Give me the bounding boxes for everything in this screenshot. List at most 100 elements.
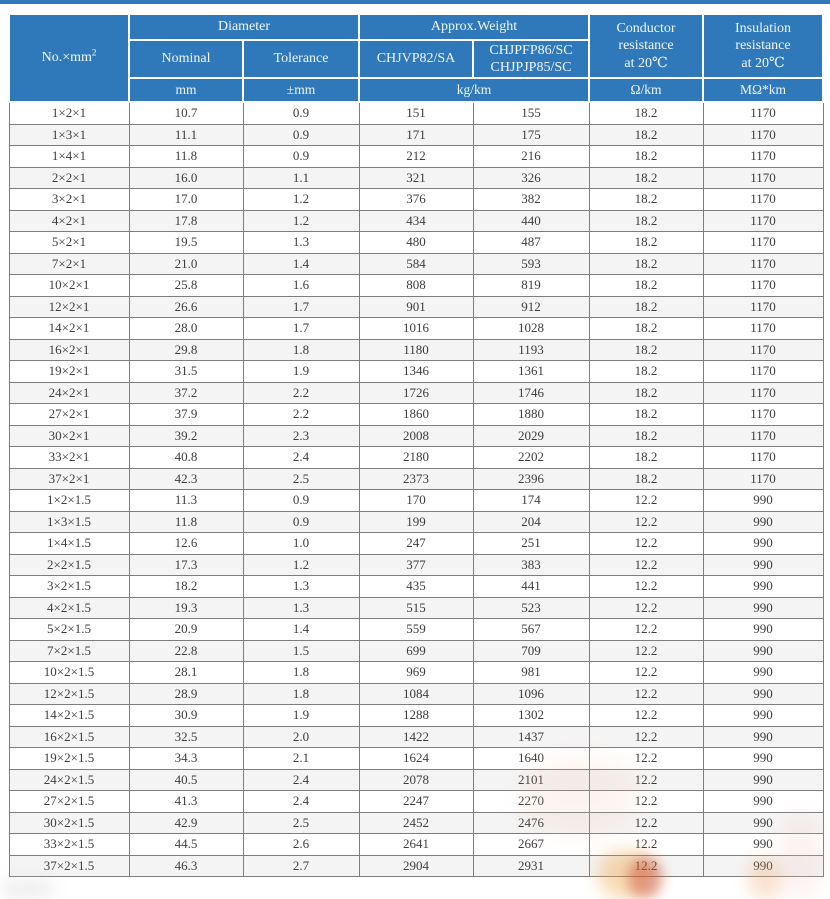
table-row: 19×2×1.5 34.3 2.1 1624 1640 12.2 990 <box>8 747 824 770</box>
table-cell: 1016 <box>358 317 474 340</box>
table-row: 10×2×1 25.8 1.6 808 819 18.2 1170 <box>8 274 824 297</box>
table-cell: 0.9 <box>242 101 360 125</box>
table-cell: 434 <box>358 209 474 232</box>
table-cell: 990 <box>702 575 824 598</box>
table-cell: 990 <box>702 747 824 770</box>
table-cell: 523 <box>472 596 590 619</box>
table-cell: 1.8 <box>242 682 360 705</box>
table-cell: 1170 <box>702 188 824 211</box>
table-cell: 16×2×1.5 <box>8 725 130 748</box>
table-cell: 1×3×1 <box>8 123 130 146</box>
table-cell: 2029 <box>472 424 590 447</box>
table-cell: 18.2 <box>588 101 704 125</box>
table-cell: 12.2 <box>588 725 704 748</box>
table-cell: 19.3 <box>128 596 244 619</box>
table-row: 10×2×1.5 28.1 1.8 969 981 12.2 990 <box>8 661 824 684</box>
table-cell: 1170 <box>702 274 824 297</box>
table-cell: 1170 <box>702 360 824 383</box>
table-cell: 990 <box>702 532 824 555</box>
table-cell: 1170 <box>702 145 824 168</box>
col-group-approx-weight: Approx.Weight <box>357 13 591 41</box>
table-cell: 18.2 <box>588 381 704 404</box>
table-cell: 18.2 <box>588 467 704 490</box>
table-cell: 212 <box>358 145 474 168</box>
table-cell: 2.3 <box>242 424 360 447</box>
table-cell: 1422 <box>358 725 474 748</box>
table-cell: 1746 <box>472 381 590 404</box>
table-cell: 2.6 <box>242 833 360 856</box>
table-cell: 1.6 <box>242 274 360 297</box>
header-row-subcolumns: Nominal Tolerance CHJVP82/SA CHJPFP86/SC… <box>9 39 823 79</box>
table-cell: 326 <box>472 166 590 189</box>
table-cell: 18.2 <box>588 123 704 146</box>
table-cell: 487 <box>472 231 590 254</box>
table-cell: 12.2 <box>588 704 704 727</box>
table-cell: 1.8 <box>242 661 360 684</box>
table-row: 27×2×1 37.9 2.2 1860 1880 18.2 1170 <box>8 403 824 426</box>
table-cell: 12.2 <box>588 553 704 576</box>
table-cell: 33×2×1 <box>8 446 130 469</box>
table-cell: 18.2 <box>588 338 704 361</box>
table-cell: 2.2 <box>242 403 360 426</box>
col-header-tolerance: Tolerance <box>242 39 360 79</box>
table-cell: 1.2 <box>242 553 360 576</box>
table-cell: 12.2 <box>588 790 704 813</box>
table-row: 1×4×1 11.8 0.9 212 216 18.2 1170 <box>8 145 824 168</box>
table-row: 4×2×1 17.8 1.2 434 440 18.2 1170 <box>8 209 824 232</box>
table-row: 1×3×1.5 11.8 0.9 199 204 12.2 990 <box>8 510 824 533</box>
table-cell: 2667 <box>472 833 590 856</box>
table-cell: 2008 <box>358 424 474 447</box>
table-row: 16×2×1.5 32.5 2.0 1422 1437 12.2 990 <box>8 725 824 748</box>
table-cell: 2476 <box>472 811 590 834</box>
col-header-size: No.×mm2 <box>8 13 130 103</box>
table-cell: 3×2×1.5 <box>8 575 130 598</box>
col-group-diameter: Diameter <box>128 13 360 41</box>
table-cell: 1640 <box>472 747 590 770</box>
table-cell: 990 <box>702 596 824 619</box>
table-cell: 41.3 <box>128 790 244 813</box>
table-cell: 990 <box>702 661 824 684</box>
cable-spec-table: No.×mm2 Diameter Approx.Weight Conductor… <box>8 13 825 877</box>
table-cell: 440 <box>472 209 590 232</box>
table-cell: 12.2 <box>588 833 704 856</box>
size-header-label: No.×mm <box>41 50 92 66</box>
table-cell: 1437 <box>472 725 590 748</box>
table-cell: 1.9 <box>242 360 360 383</box>
table-cell: 990 <box>702 510 824 533</box>
table-cell: 251 <box>472 532 590 555</box>
table-cell: 1.2 <box>242 209 360 232</box>
table-cell: 14×2×1.5 <box>8 704 130 727</box>
table-cell: 11.8 <box>128 510 244 533</box>
table-cell: 170 <box>358 489 474 512</box>
table-cell: 2.5 <box>242 811 360 834</box>
table-cell: 2.1 <box>242 747 360 770</box>
table-cell: 10.7 <box>128 101 244 125</box>
col-header-insulation-resistance: Insulation resistance at 20℃ <box>702 13 825 79</box>
table-cell: 1170 <box>702 338 824 361</box>
table-cell: 480 <box>358 231 474 254</box>
table-cell: 2.2 <box>242 381 360 404</box>
table-cell: 11.3 <box>128 489 244 512</box>
table-cell: 19.5 <box>128 231 244 254</box>
table-row: 37×2×1 42.3 2.5 2373 2396 18.2 1170 <box>8 467 824 490</box>
table-cell: 584 <box>358 252 474 275</box>
table-cell: 1.3 <box>242 575 360 598</box>
table-cell: 515 <box>358 596 474 619</box>
table-cell: 18.2 <box>588 317 704 340</box>
table-cell: 12.6 <box>128 532 244 555</box>
table-cell: 24×2×1.5 <box>8 768 130 791</box>
table-cell: 1.3 <box>242 231 360 254</box>
table-cell: 2641 <box>358 833 474 856</box>
table-cell: 22.8 <box>128 639 244 662</box>
table-header: No.×mm2 Diameter Approx.Weight Conductor… <box>8 13 825 103</box>
table-cell: 18.2 <box>588 231 704 254</box>
table-cell: 1170 <box>702 123 824 146</box>
table-cell: 46.3 <box>128 854 244 877</box>
table-cell: 1170 <box>702 209 824 232</box>
table-cell: 10×2×1.5 <box>8 661 130 684</box>
table-cell: 2270 <box>472 790 590 813</box>
table-cell: 12.2 <box>588 618 704 641</box>
table-cell: 0.9 <box>242 123 360 146</box>
table-cell: 1170 <box>702 252 824 275</box>
table-cell: 7×2×1 <box>8 252 130 275</box>
